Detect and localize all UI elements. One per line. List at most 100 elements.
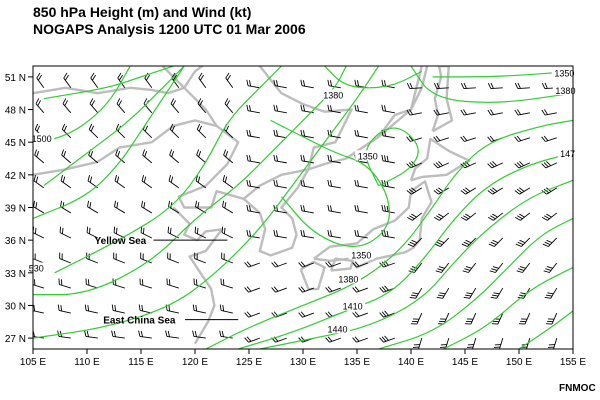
wind-barb	[246, 79, 260, 89]
contour-label: 1380	[555, 86, 575, 96]
wind-barb	[198, 72, 207, 89]
wind-barb	[379, 310, 395, 318]
wind-barb	[59, 252, 71, 264]
wind-barb	[141, 175, 153, 189]
wind-barb	[88, 123, 99, 139]
wind-barb	[138, 330, 152, 339]
wind-barb	[541, 109, 557, 116]
wind-barb	[273, 229, 287, 239]
wind-barb	[84, 304, 98, 314]
lat-tick-label: 36 N	[5, 236, 26, 247]
wind-barb	[488, 237, 504, 247]
lon-tick-label: 150 E	[506, 357, 532, 368]
wind-barb	[514, 135, 530, 142]
lat-tick-label: 33 N	[5, 269, 26, 280]
wind-barb	[542, 237, 558, 247]
wind-barb	[221, 226, 234, 239]
wind-barb	[90, 72, 99, 89]
wind-barb	[244, 311, 260, 318]
wind-barb	[435, 262, 450, 273]
wind-barb	[115, 149, 126, 164]
wind-barb	[221, 252, 233, 264]
wind-barb	[434, 212, 450, 221]
wind-barb	[246, 179, 260, 189]
wind-barb	[434, 237, 450, 247]
coastline-layer	[33, 66, 471, 345]
wind-barb	[140, 226, 153, 239]
wind-barb	[33, 175, 45, 189]
wind-barb	[352, 286, 368, 293]
contour-label-bg	[340, 300, 366, 311]
wind-barb	[300, 154, 314, 164]
height-contour	[270, 119, 391, 247]
wind-barb	[433, 135, 449, 142]
height-contour	[518, 310, 573, 349]
wind-barb	[192, 304, 206, 314]
wind-barb	[271, 286, 287, 293]
wind-barb	[379, 335, 395, 343]
wind-barb	[111, 304, 125, 314]
wind-barb	[246, 154, 260, 164]
wind-barb	[381, 104, 395, 114]
wind-barb	[487, 82, 503, 90]
wind-barb	[354, 229, 368, 239]
wind-barb	[516, 262, 531, 273]
place-label-layer: Yellow Sea East China Sea	[95, 236, 239, 327]
contour-label: 1440	[328, 324, 348, 334]
wind-barb	[111, 330, 125, 339]
height-contour	[432, 70, 573, 78]
coastline	[161, 66, 429, 257]
wind-barb	[354, 179, 368, 189]
lat-tick-label: 27 N	[5, 334, 26, 345]
wind-barb	[194, 252, 206, 264]
wind-barb	[59, 226, 72, 239]
wind-barb	[33, 305, 44, 314]
wind-barb	[494, 337, 504, 349]
wind-barb	[406, 187, 423, 195]
wind-barb	[413, 337, 423, 349]
wind-barb	[298, 311, 314, 318]
wind-barb	[407, 237, 423, 247]
wind-barb	[408, 262, 423, 273]
height-contour	[205, 119, 573, 349]
lat-tick-label: 45 N	[5, 138, 26, 149]
wind-barb	[86, 252, 98, 264]
wind-barb	[114, 175, 126, 189]
wind-barb	[300, 129, 314, 139]
contour-label-bg	[29, 132, 55, 143]
chart-subtitle: NOGAPS Analysis 1200 UTC 01 Mar 2006	[33, 21, 306, 37]
wind-barb	[271, 261, 287, 268]
wind-barb	[545, 312, 558, 325]
wind-barb	[352, 261, 368, 268]
lat-tick-label: 39 N	[5, 204, 26, 215]
wind-barb	[515, 237, 531, 247]
wind-barb	[273, 104, 287, 114]
wind-barb	[487, 109, 503, 116]
map-background	[33, 66, 573, 349]
coastline	[258, 66, 353, 170]
contour-label-bg	[335, 273, 361, 284]
chart-title: 850 hPa Height (m) and Wind (kt)	[33, 4, 252, 20]
wind-barb	[433, 82, 449, 90]
contour-label-bg	[557, 148, 578, 159]
lat-tick-label: 30 N	[5, 301, 26, 312]
wind-barb	[84, 330, 98, 339]
coastline	[172, 206, 224, 345]
wind-barb	[300, 229, 314, 239]
height-contour	[410, 66, 573, 103]
contour-label-bg	[324, 323, 351, 334]
wind-barb	[544, 287, 558, 299]
lon-tick-label: 120 E	[182, 357, 208, 368]
wind-barb	[515, 212, 531, 221]
place-label: East China Sea	[103, 316, 176, 327]
wind-barb	[86, 226, 99, 239]
lon-tick-label: 130 E	[290, 357, 316, 368]
coastline	[242, 168, 309, 200]
contour-label: 1350	[554, 69, 574, 79]
wind-barb	[225, 72, 234, 89]
wind-barb	[407, 212, 423, 221]
wind-barb	[169, 149, 180, 164]
wind-barb	[354, 129, 368, 139]
wind-barb	[113, 252, 125, 264]
wind-barb	[381, 179, 395, 189]
